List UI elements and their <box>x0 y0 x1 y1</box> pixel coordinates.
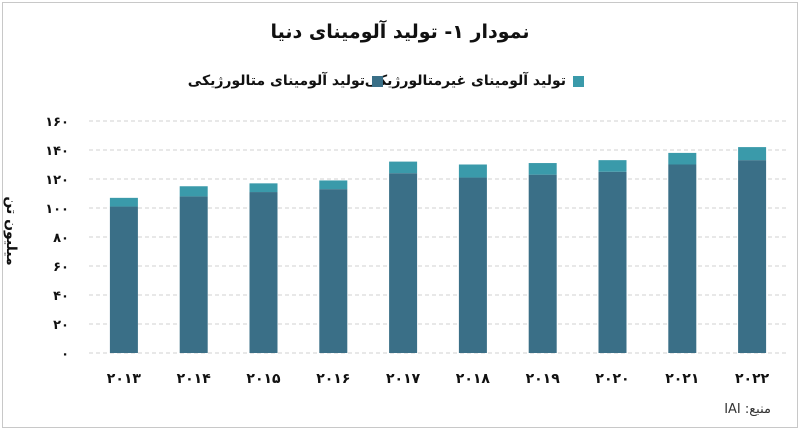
legend-item-non-metallurgical: تولید آلومینای غیرمتالورژیکی <box>365 73 584 89</box>
x-tick-label: ۲۰۱۹ <box>526 371 561 387</box>
y-tick-label: ۱۲۰ <box>45 173 69 188</box>
bar-non-metallurgical <box>458 164 487 178</box>
chart-plot: ۰ ۲۰ ۴۰ ۶۰ ۸۰ ۱۰۰ ۱۲۰ ۱۴۰ ۱۶۰ ۲۰۱۳ ۲۰۱۴ ۲۰۱۵ ۲۰۱۶ ۲۰۱… <box>45 115 787 387</box>
bar-metallurgical <box>668 164 697 353</box>
legend-swatch-non-metallurgical <box>573 75 584 87</box>
x-tick-label: ۲۰۱۷ <box>386 371 421 387</box>
x-tick-label: ۲۰۲۰ <box>595 371 629 387</box>
bar-metallurgical <box>738 160 767 353</box>
chart-legend: تولید آلومینای غیرمتالورژیکی تولید آلومی… <box>3 73 797 97</box>
bar-metallurgical <box>249 192 278 353</box>
y-tick-label: ۱۴۰ <box>45 144 69 159</box>
bar-metallurgical <box>319 189 348 353</box>
x-tick-label: ۲۰۱۴ <box>177 371 212 387</box>
bar-non-metallurgical <box>179 186 208 197</box>
legend-item-metallurgical: تولید آلومینای متالورژیکی <box>188 73 383 89</box>
source-note: منبع: IAI <box>724 402 771 417</box>
bar-non-metallurgical <box>528 163 557 175</box>
legend-swatch-metallurgical <box>372 75 383 87</box>
y-tick-label: ۲۰ <box>53 318 69 333</box>
x-tick-label: ۲۰۱۳ <box>107 371 142 387</box>
bar-non-metallurgical <box>668 152 697 165</box>
x-tick-label: ۲۰۱۵ <box>246 371 281 387</box>
y-tick-label: ۸۰ <box>53 231 69 246</box>
x-tick-label: ۲۰۱۸ <box>456 371 491 387</box>
x-tick-label: ۲۰۱۶ <box>316 371 350 387</box>
bar-metallurgical <box>179 196 208 353</box>
bar-non-metallurgical <box>389 161 418 174</box>
legend-label-non-metallurgical: تولید آلومینای غیرمتالورژیکی <box>364 73 566 89</box>
y-tick-label: ۱۰۰ <box>45 202 69 217</box>
bar-non-metallurgical <box>738 147 767 161</box>
bar-non-metallurgical <box>249 183 278 193</box>
bar-metallurgical <box>598 171 627 353</box>
x-tick-label: ۲۰۲۲ <box>735 371 770 387</box>
bar-non-metallurgical <box>319 180 348 190</box>
y-tick-label: ۶۰ <box>53 260 69 275</box>
bar-non-metallurgical <box>109 197 138 207</box>
bar-metallurgical <box>109 206 138 353</box>
y-tick-label: ۰ <box>61 347 69 362</box>
chart-title: نمودار ۱- تولید آلومینای دنیا <box>270 21 530 43</box>
bar-non-metallurgical <box>598 160 627 172</box>
legend-label-metallurgical: تولید آلومینای متالورژیکی <box>187 73 365 89</box>
bar-metallurgical <box>528 174 557 353</box>
bar-metallurgical <box>458 177 487 353</box>
x-tick-label: ۲۰۲۱ <box>665 371 699 387</box>
y-tick-label: ۴۰ <box>53 289 69 304</box>
y-tick-label: ۱۶۰ <box>45 115 69 130</box>
bar-metallurgical <box>389 173 418 353</box>
